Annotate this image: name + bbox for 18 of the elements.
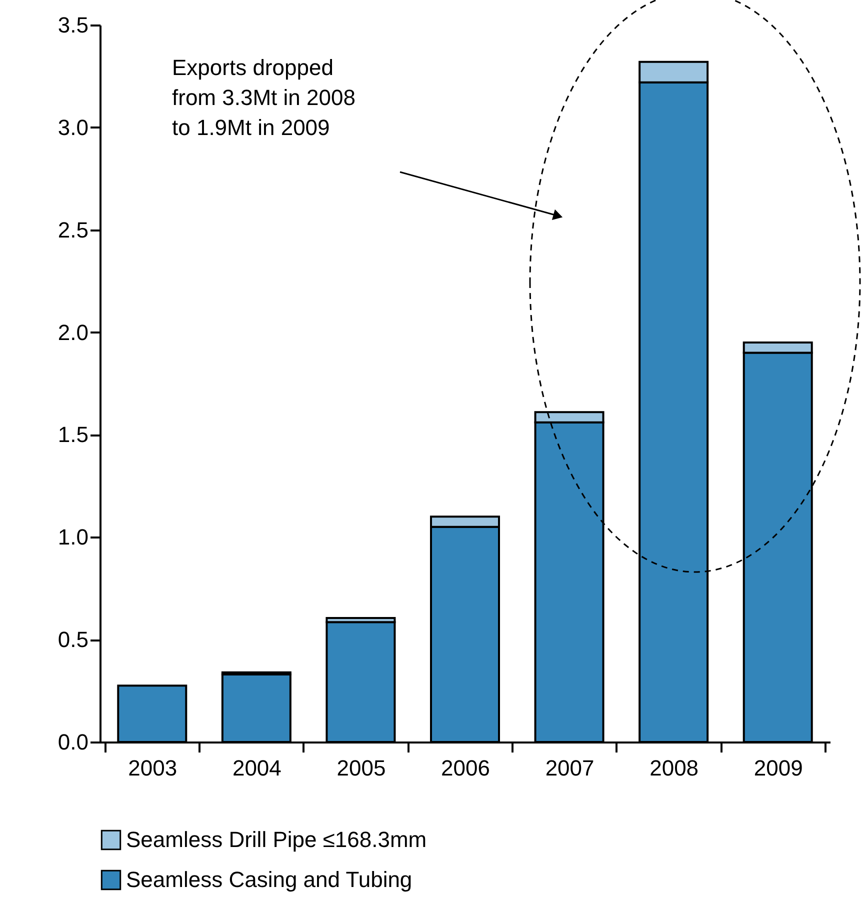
legend-label: Seamless Casing and Tubing [126, 867, 412, 892]
x-tick-label: 2008 [650, 756, 699, 780]
y-tick-label: 2.0 [58, 320, 88, 345]
x-tick-label: 2009 [754, 756, 803, 780]
x-tick-label: 2005 [336, 756, 386, 780]
y-tick-label: 0.5 [58, 627, 88, 652]
y-tick-label: 2.5 [58, 217, 88, 242]
x-tick-label: 2007 [545, 756, 594, 780]
annotation: Exports dropped from 3.3Mt in 2008 to 1.9Mt in 2009 [172, 55, 356, 140]
y-tick-label: 1.0 [58, 524, 88, 550]
legend-label: Seamless Drill Pipe ≤168.3mm [126, 827, 427, 852]
y-tick-label: 1.5 [58, 422, 88, 448]
x-tick-label: 2004 [232, 756, 282, 780]
y-tick-label: 3.5 [58, 12, 88, 38]
x-tick-label: 2006 [441, 756, 490, 780]
y-tick-label: 3.0 [58, 114, 88, 140]
y-tick-label: 0.0 [58, 730, 88, 754]
x-tick-label: 2003 [128, 756, 178, 780]
